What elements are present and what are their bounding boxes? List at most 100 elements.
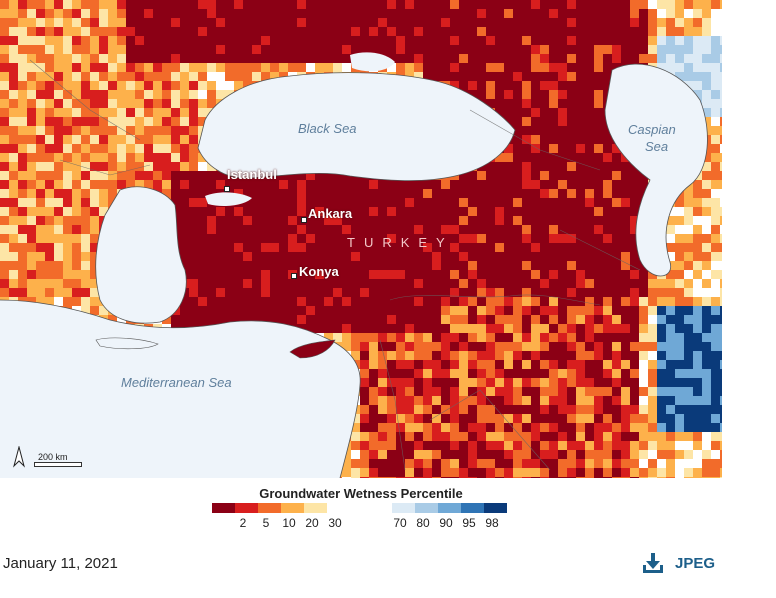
land-pixel: [657, 414, 666, 423]
land-pixel: [351, 423, 360, 432]
land-pixel: [441, 270, 450, 279]
land-pixel: [666, 468, 675, 477]
land-pixel: [45, 216, 54, 225]
land-pixel: [468, 81, 477, 90]
land-pixel: [414, 63, 423, 72]
land-pixel: [585, 144, 594, 153]
land-pixel: [54, 144, 63, 153]
land-pixel: [198, 54, 207, 63]
land-pixel: [657, 324, 666, 333]
land-pixel: [693, 36, 702, 45]
land-pixel: [567, 54, 576, 63]
legend-swatch-wet: [392, 503, 415, 513]
land-pixel: [360, 45, 369, 54]
land-pixel: [360, 261, 369, 270]
land-pixel: [234, 279, 243, 288]
land-pixel: [621, 216, 630, 225]
land-pixel: [558, 144, 567, 153]
land-pixel: [468, 288, 477, 297]
land-pixel: [513, 441, 522, 450]
land-pixel: [207, 270, 216, 279]
land-pixel: [639, 387, 648, 396]
land-pixel: [333, 270, 342, 279]
land-pixel: [81, 153, 90, 162]
land-pixel: [360, 333, 369, 342]
land-pixel: [585, 216, 594, 225]
land-pixel: [234, 234, 243, 243]
land-pixel: [72, 54, 81, 63]
land-pixel: [531, 135, 540, 144]
land-pixel: [423, 189, 432, 198]
land-pixel: [621, 468, 630, 477]
land-pixel: [549, 387, 558, 396]
land-pixel: [441, 9, 450, 18]
land-pixel: [333, 243, 342, 252]
land-pixel: [369, 261, 378, 270]
land-pixel: [81, 207, 90, 216]
land-pixel: [198, 180, 207, 189]
land-pixel: [198, 99, 207, 108]
land-pixel: [666, 432, 675, 441]
land-pixel: [360, 252, 369, 261]
land-pixel: [378, 441, 387, 450]
land-pixel: [495, 279, 504, 288]
land-pixel: [459, 414, 468, 423]
land-pixel: [657, 0, 666, 9]
land-pixel: [603, 81, 612, 90]
land-pixel: [252, 72, 261, 81]
land-pixel: [387, 0, 396, 9]
land-pixel: [711, 333, 720, 342]
land-pixel: [522, 162, 531, 171]
land-pixel: [630, 36, 639, 45]
land-pixel: [711, 63, 720, 72]
land-pixel: [540, 333, 549, 342]
land-pixel: [495, 405, 504, 414]
land-pixel: [720, 405, 722, 414]
land-pixel: [504, 306, 513, 315]
land-pixel: [486, 396, 495, 405]
land-pixel: [63, 270, 72, 279]
land-pixel: [576, 468, 585, 477]
land-pixel: [531, 54, 540, 63]
land-pixel: [576, 342, 585, 351]
land-pixel: [9, 252, 18, 261]
land-pixel: [594, 135, 603, 144]
land-pixel: [621, 369, 630, 378]
land-pixel: [720, 234, 722, 243]
land-pixel: [666, 297, 675, 306]
land-pixel: [549, 423, 558, 432]
land-pixel: [207, 234, 216, 243]
land-pixel: [612, 198, 621, 207]
land-pixel: [261, 72, 270, 81]
land-pixel: [405, 324, 414, 333]
land-pixel: [702, 342, 711, 351]
land-pixel: [198, 18, 207, 27]
land-pixel: [126, 72, 135, 81]
land-pixel: [558, 63, 567, 72]
land-pixel: [594, 144, 603, 153]
land-pixel: [279, 252, 288, 261]
land-pixel: [684, 315, 693, 324]
land-pixel: [27, 189, 36, 198]
land-pixel: [486, 342, 495, 351]
land-pixel: [189, 72, 198, 81]
download-jpeg-link[interactable]: JPEG: [641, 549, 715, 577]
land-pixel: [477, 207, 486, 216]
land-pixel: [351, 225, 360, 234]
land-pixel: [720, 72, 722, 81]
caspian-sea-label-line1: Caspian: [628, 122, 676, 137]
land-pixel: [531, 234, 540, 243]
land-pixel: [306, 315, 315, 324]
land-pixel: [279, 234, 288, 243]
land-pixel: [333, 216, 342, 225]
land-pixel: [18, 63, 27, 72]
land-pixel: [441, 189, 450, 198]
land-pixel: [324, 18, 333, 27]
land-pixel: [27, 288, 36, 297]
land-pixel: [477, 18, 486, 27]
land-pixel: [126, 0, 135, 9]
land-pixel: [405, 252, 414, 261]
land-pixel: [216, 36, 225, 45]
land-pixel: [630, 459, 639, 468]
land-pixel: [198, 243, 207, 252]
